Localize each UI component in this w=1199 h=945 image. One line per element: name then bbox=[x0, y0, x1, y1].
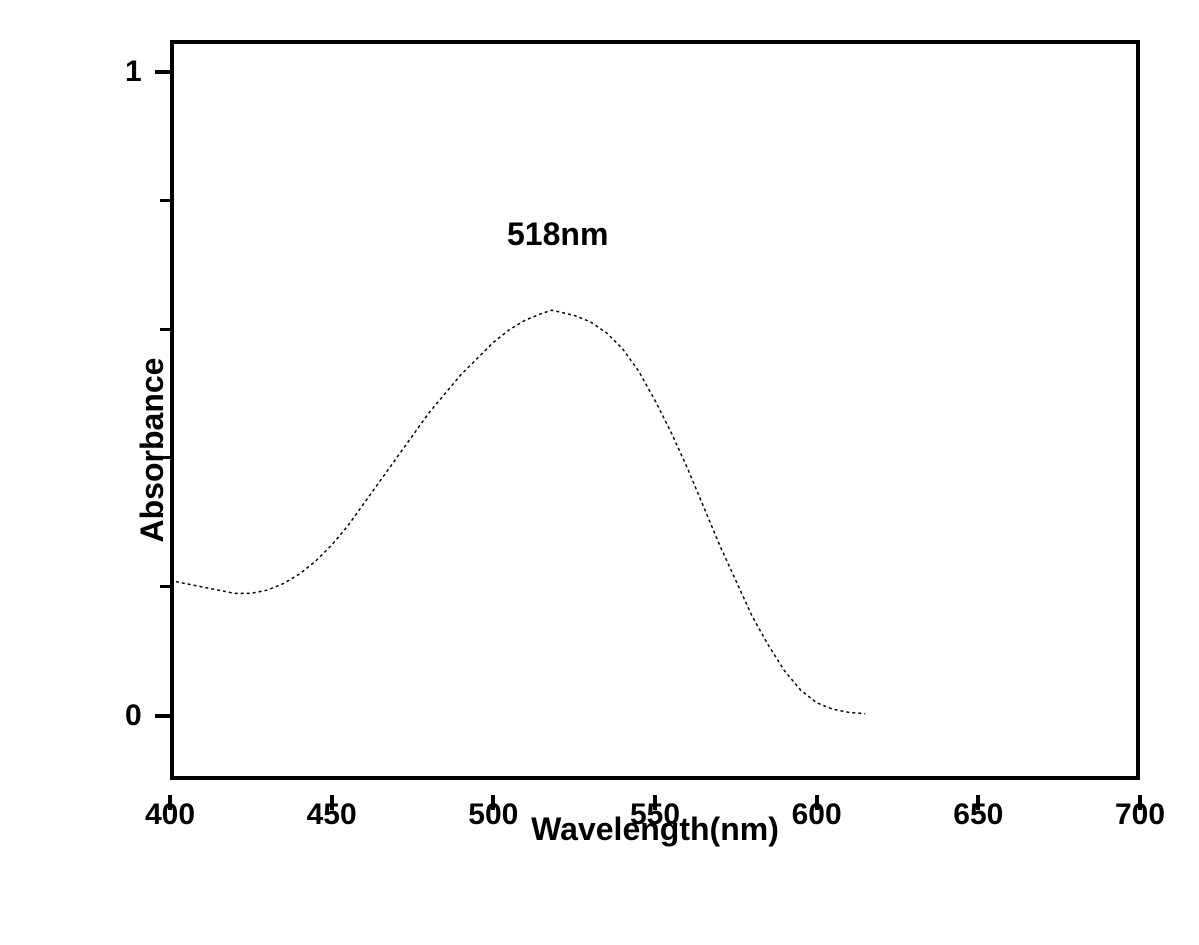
y-minor-tick bbox=[160, 585, 170, 588]
y-axis-label: Absorbance bbox=[134, 358, 171, 543]
x-tick-label: 550 bbox=[630, 798, 680, 900]
x-tick-label: 700 bbox=[1115, 798, 1165, 900]
y-tick-label: 1 bbox=[125, 55, 142, 89]
peak-annotation: 518nm bbox=[507, 216, 608, 253]
y-tick bbox=[155, 70, 170, 74]
y-tick bbox=[155, 714, 170, 718]
x-tick-label: 450 bbox=[307, 798, 357, 900]
x-tick-label: 600 bbox=[792, 798, 842, 900]
y-minor-tick bbox=[160, 328, 170, 331]
y-minor-tick bbox=[160, 456, 170, 459]
x-tick-label: 500 bbox=[468, 798, 518, 900]
chart-container: Absorbance Wavelength(nm) 518nm 40045050… bbox=[95, 40, 1155, 860]
y-tick-label: 0 bbox=[125, 699, 142, 733]
y-minor-tick bbox=[160, 199, 170, 202]
x-tick-label: 650 bbox=[953, 798, 1003, 900]
plot-area: Wavelength(nm) 518nm bbox=[170, 40, 1140, 780]
x-tick-label: 400 bbox=[145, 798, 195, 900]
